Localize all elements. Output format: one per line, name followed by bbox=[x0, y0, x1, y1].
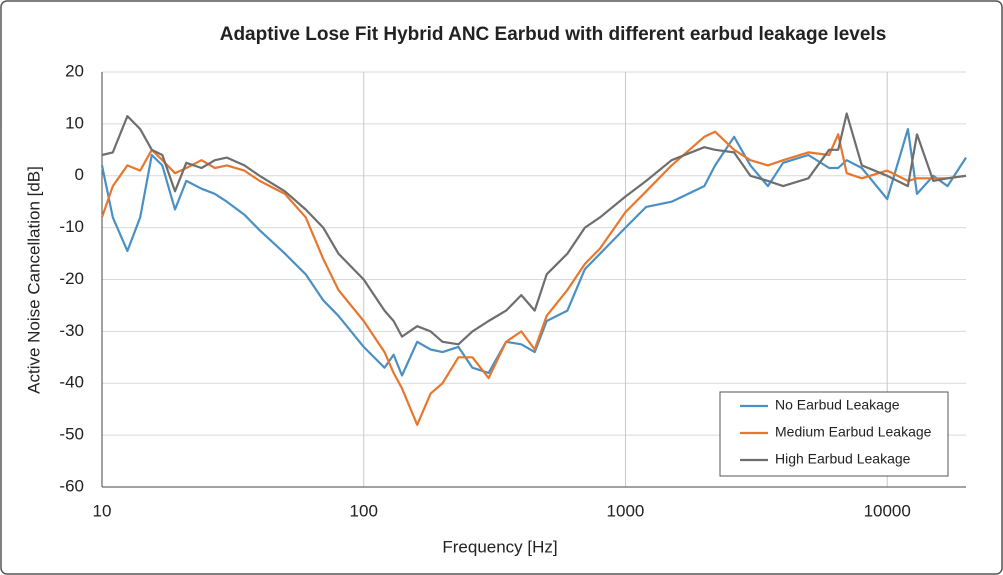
series-line bbox=[101, 112, 967, 346]
x-tick-label: 100 bbox=[350, 501, 378, 520]
series-line bbox=[100, 130, 967, 426]
legend-label: Medium Earbud Leakage bbox=[775, 424, 932, 440]
series-line bbox=[100, 128, 967, 377]
y-tick-label: 20 bbox=[65, 61, 84, 80]
y-axis-label: Active Noise Cancellation [dB] bbox=[24, 166, 43, 394]
x-tick-label: 10000 bbox=[864, 501, 911, 520]
y-tick-label: -50 bbox=[59, 425, 84, 444]
y-tick-label: -40 bbox=[59, 373, 84, 392]
legend-label: High Earbud Leakage bbox=[775, 451, 911, 467]
legend-label: No Earbud Leakage bbox=[775, 397, 900, 413]
y-tick-label: -30 bbox=[59, 321, 84, 340]
y-tick-label: -60 bbox=[59, 476, 84, 495]
y-tick-label: -20 bbox=[59, 269, 84, 288]
y-tick-label: 10 bbox=[65, 113, 84, 132]
chart-title: Adaptive Lose Fit Hybrid ANC Earbud with… bbox=[220, 24, 887, 45]
x-tick-label: 10 bbox=[93, 501, 112, 520]
x-tick-label: 1000 bbox=[607, 501, 645, 520]
x-axis-label: Frequency [Hz] bbox=[442, 537, 557, 556]
y-tick-label: 0 bbox=[75, 165, 84, 184]
y-tick-label: -10 bbox=[59, 217, 84, 236]
